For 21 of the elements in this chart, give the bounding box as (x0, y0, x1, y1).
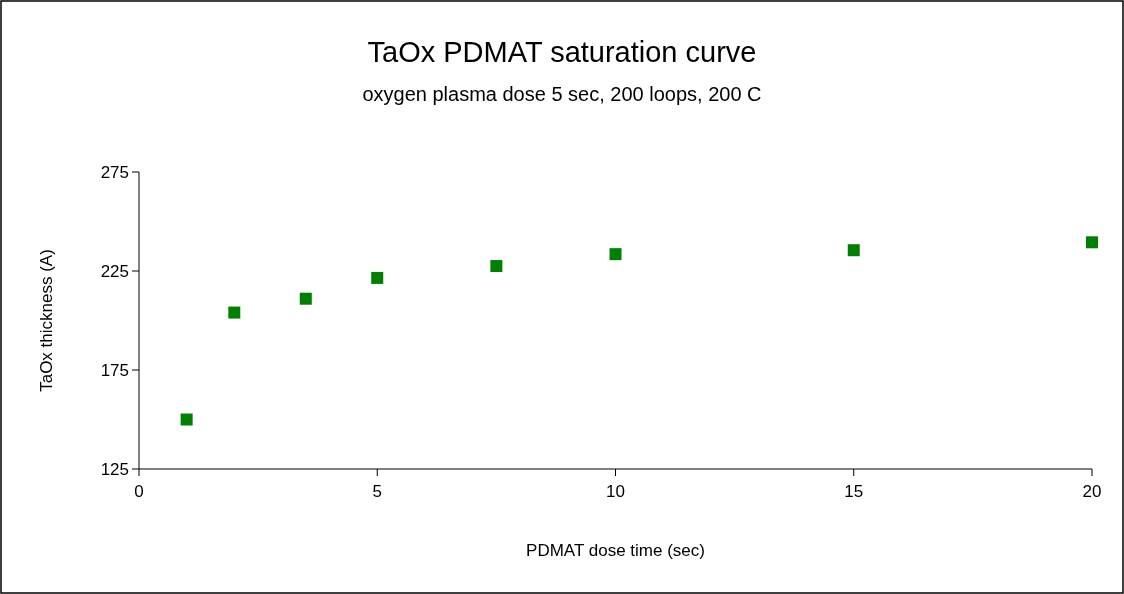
chart-subtitle: oxygen plasma dose 5 sec, 200 loops, 200 C (362, 83, 762, 105)
point (847, 244, 860, 257)
point (299, 292, 312, 305)
point (1086, 236, 1098, 249)
y-tick-label: 225 (100, 261, 129, 281)
x-tick-label: 20 (1082, 482, 1102, 501)
chart-title: TaOx PDMAT saturation curve (367, 36, 757, 68)
x-tick-label: 15 (844, 482, 864, 501)
x-axis-title: PDMAT dose time (sec) (526, 541, 705, 560)
y-axis-title: TaOx thickness (A) (37, 249, 56, 392)
point (490, 260, 503, 273)
point (609, 248, 622, 261)
y-tick-label: 125 (100, 459, 129, 479)
point (371, 271, 384, 284)
x-tick-label: 5 (372, 482, 382, 501)
x-tick-label: 10 (606, 482, 625, 501)
point (180, 413, 193, 426)
y-tick-label: 275 (100, 162, 129, 182)
point (228, 306, 241, 319)
x-tick-label: 0 (134, 482, 144, 501)
y-tick-label: 175 (100, 360, 129, 380)
